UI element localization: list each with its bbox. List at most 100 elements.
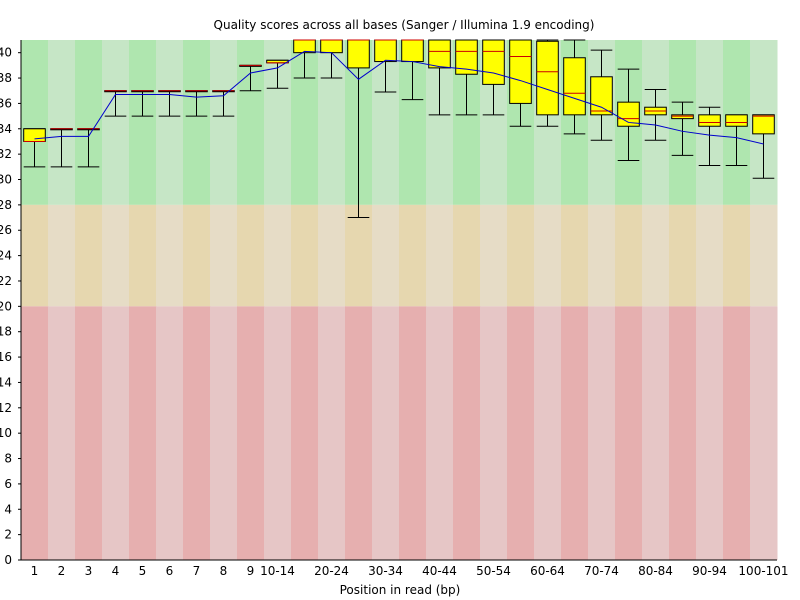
y-tick-label: 0	[4, 553, 12, 567]
band-cell	[399, 306, 427, 560]
x-tick-label: 8	[220, 564, 228, 578]
band-cell	[345, 204, 373, 307]
box-25-29	[347, 39, 370, 219]
x-tick-label: 50-54	[476, 564, 511, 578]
iqr-box	[752, 114, 775, 135]
band-cell	[264, 306, 292, 560]
band-cell	[48, 204, 76, 307]
iqr-box	[725, 114, 748, 127]
band-cell	[129, 204, 157, 307]
box-40-44	[428, 39, 451, 116]
y-tick-label: 4	[4, 502, 12, 516]
mean-line-layer	[34, 50, 764, 145]
y-tick-label: 8	[4, 452, 12, 466]
y-tick-label: 32	[0, 147, 12, 161]
iqr-box	[509, 39, 532, 104]
x-tick-label: 80-84	[638, 564, 673, 578]
band-cell	[291, 306, 319, 560]
iqr-box	[293, 39, 316, 54]
axes	[20, 40, 777, 561]
band-cell	[183, 204, 211, 307]
band-cell	[669, 306, 697, 560]
x-tick-label: 9	[247, 564, 255, 578]
band-cell	[561, 306, 589, 560]
x-tick-label: 70-74	[584, 564, 619, 578]
band-cell	[156, 306, 184, 560]
y-tick-label: 12	[0, 401, 12, 415]
x-tick-label: 30-34	[368, 564, 403, 578]
box-7	[185, 90, 208, 117]
band-cell	[480, 204, 508, 307]
x-tick-label: 40-44	[422, 564, 457, 578]
iqr-box	[563, 57, 586, 116]
band-cell	[561, 204, 589, 307]
band-cell	[345, 306, 373, 560]
band-cell	[399, 204, 427, 307]
band-cell	[48, 40, 76, 205]
band-cell	[102, 204, 130, 307]
band-cell	[507, 204, 535, 307]
band-cell	[534, 306, 562, 560]
box-50-54	[482, 39, 505, 116]
box-95-99	[725, 114, 748, 167]
box-90-94	[698, 106, 721, 167]
x-tick-label: 100-101	[738, 564, 788, 578]
band-cell	[318, 306, 346, 560]
y-tick-label: 24	[0, 249, 12, 263]
band-cell	[75, 40, 103, 205]
band-cell	[696, 306, 724, 560]
iqr-box	[23, 128, 46, 142]
band-cell	[615, 306, 643, 560]
y-tick-label: 26	[0, 223, 12, 237]
iqr-box	[590, 76, 613, 116]
box-15-19	[293, 39, 316, 79]
band-cell	[588, 204, 616, 307]
x-tick-label: 6	[166, 564, 174, 578]
iqr-box	[401, 39, 424, 63]
y-tick-label: 30	[0, 173, 12, 187]
box-100-101	[752, 114, 775, 179]
band-cell	[210, 204, 238, 307]
band-cell	[453, 306, 481, 560]
band-cell	[48, 306, 76, 560]
iqr-box	[698, 114, 721, 127]
band-cell	[723, 306, 751, 560]
band-cell	[21, 204, 49, 307]
band-cell	[75, 204, 103, 307]
x-tick-label: 1	[31, 564, 39, 578]
band-cell	[372, 306, 400, 560]
x-tick-label: 4	[112, 564, 120, 578]
x-tick-label: 20-24	[314, 564, 349, 578]
band-cell	[264, 204, 292, 307]
band-cell	[750, 204, 778, 307]
band-cell	[129, 306, 157, 560]
box-8	[212, 90, 235, 117]
band-cell	[156, 204, 184, 307]
band-cell	[642, 204, 670, 307]
band-cell	[183, 40, 211, 205]
y-tick-label: 34	[0, 122, 12, 136]
band-cell	[318, 204, 346, 307]
box-9	[239, 64, 262, 92]
band-cell	[588, 306, 616, 560]
y-tick-label: 38	[0, 71, 12, 85]
y-tick-label: 18	[0, 325, 12, 339]
x-tick-label: 90-94	[692, 564, 727, 578]
band-cell	[129, 40, 157, 205]
band-cell	[669, 204, 697, 307]
box-60-64	[536, 39, 559, 127]
band-cell	[21, 40, 49, 205]
band-cell	[372, 204, 400, 307]
band-cell	[750, 306, 778, 560]
band-cell	[156, 40, 184, 205]
iqr-box	[671, 114, 694, 120]
quality-bands	[21, 40, 778, 560]
band-cell	[480, 306, 508, 560]
band-cell	[210, 306, 238, 560]
mean-line	[34, 50, 764, 145]
x-ticks: 1 2 3 4 5 6 7 8 9 10-14 20-24 30-34 40-44 50-54 60-64 7…	[31, 564, 789, 578]
y-tick-label: 20	[0, 299, 12, 313]
band-cell	[426, 204, 454, 307]
band-cell	[75, 306, 103, 560]
y-tick-label: 14	[0, 375, 12, 389]
